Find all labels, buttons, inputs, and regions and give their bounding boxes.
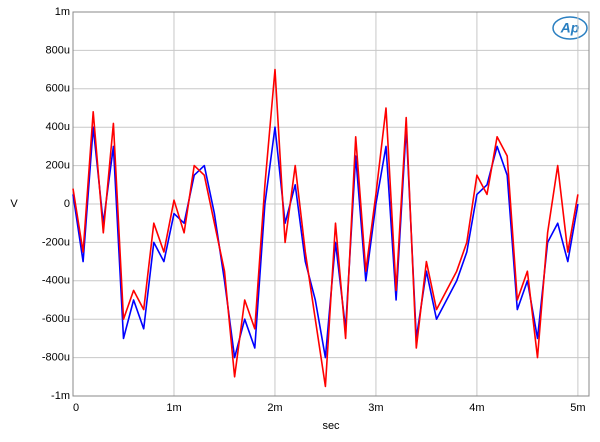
y-tick-label: -1m: [51, 390, 70, 402]
y-tick-label: -800u: [42, 352, 70, 364]
x-axis-label: sec: [322, 420, 340, 432]
plot-frame: [72, 11, 590, 397]
y-tick-label: 1m: [55, 6, 70, 18]
y-axis-label: V: [10, 198, 18, 210]
y-tick-label: 800u: [46, 44, 70, 56]
x-tick-label: 0: [73, 402, 79, 414]
x-tick-label: 5m: [570, 402, 585, 414]
y-tick-label: -400u: [42, 275, 70, 287]
x-tick-label: 3m: [368, 402, 383, 414]
y-tick-label: 200u: [46, 160, 70, 172]
series-line: [72, 68, 579, 388]
y-tick-label: -600u: [42, 313, 70, 325]
y-tick-label: 0: [64, 198, 70, 210]
y-tick-label: -200u: [42, 236, 70, 248]
x-tick-label: 1m: [166, 402, 181, 414]
x-tick-label: 4m: [469, 402, 484, 414]
logo: Ap: [560, 20, 580, 36]
logo-ring: [552, 16, 588, 40]
x-tick-label: 2m: [267, 402, 282, 414]
y-tick-label: 600u: [46, 83, 70, 95]
y-tick-label: 400u: [46, 121, 70, 133]
